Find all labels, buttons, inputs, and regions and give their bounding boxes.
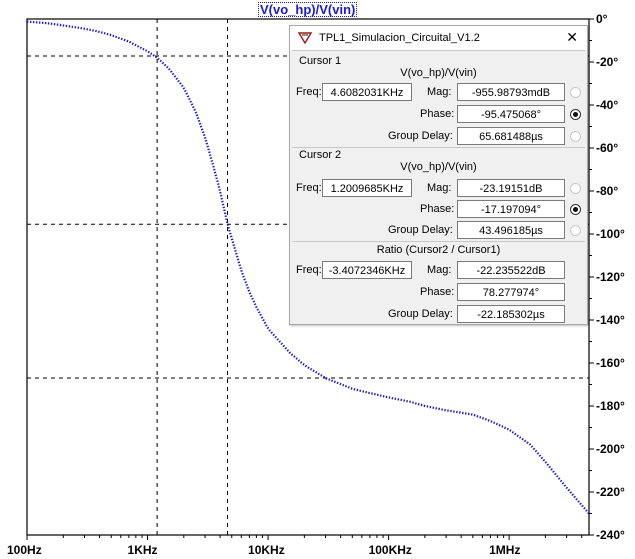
- y-tick-label: -220°: [596, 485, 625, 499]
- dialog-titlebar[interactable]: TPL1_Simulacion_Circuital_V1.2 ✕: [290, 26, 587, 50]
- cursor1-freq-label: Freq:: [296, 86, 322, 98]
- cursor2-mag-field[interactable]: -23.19151dB: [457, 179, 565, 197]
- phase-trace-line: [26, 20, 590, 515]
- cursor1-mag-label: Mag:: [427, 86, 452, 98]
- ratio-header: Ratio (Cursor2 / Cursor1): [376, 244, 501, 256]
- ratio-freq-field[interactable]: -3.4072346KHz: [322, 261, 412, 279]
- cursor1-gd-label: Group Delay:: [388, 130, 453, 142]
- x-tick-label: 1MHz: [489, 543, 521, 557]
- cursor1-phase-label: Phase:: [420, 108, 455, 120]
- y-tick-label: -100°: [596, 227, 625, 241]
- cursor1-phase-radio[interactable]: [570, 109, 581, 120]
- cursor2-group-delay-field[interactable]: 43.496185µs: [457, 221, 565, 239]
- x-tick-label: 100KHz: [368, 543, 412, 557]
- ratio-group-delay-field[interactable]: -22.185302µs: [457, 305, 565, 323]
- ratio-mag-field[interactable]: -22.235522dB: [457, 261, 565, 279]
- ratio-mag-label: Mag:: [427, 264, 452, 276]
- dialog-title: TPL1_Simulacion_Circuital_V1.2: [319, 32, 480, 44]
- cursor2-phase-radio[interactable]: [570, 204, 581, 215]
- y-tick-label: -140°: [596, 313, 625, 327]
- y-tick-label: -240°: [596, 528, 625, 542]
- close-icon[interactable]: ✕: [566, 29, 578, 45]
- ratio-freq-label: Freq:: [296, 264, 322, 276]
- cursor2-expression: V(vo_hp)/V(vin): [400, 161, 477, 173]
- cursor-dialog[interactable]: TPL1_Simulacion_Circuital_V1.2 ✕ Cursor …: [289, 25, 588, 325]
- cursor1-mag-field[interactable]: -955.98793mdB: [457, 83, 565, 101]
- cursor1-group-delay-field[interactable]: 65.681488µs: [457, 127, 565, 145]
- cursor2-phase-field[interactable]: -17.197094°: [457, 200, 565, 218]
- cursor2-gd-radio[interactable]: [570, 225, 581, 236]
- cursor2-freq-field[interactable]: 1.2009685KHz: [322, 179, 412, 197]
- y-tick-label: -180°: [596, 399, 625, 413]
- y-tick-label: -40°: [596, 98, 619, 112]
- cursor2-mag-radio[interactable]: [570, 183, 581, 194]
- y-tick-label: -200°: [596, 442, 625, 456]
- cursor2-phase-label: Phase:: [420, 203, 455, 215]
- cursor1-gd-radio[interactable]: [570, 131, 581, 142]
- x-tick-label: 100Hz: [7, 543, 42, 557]
- ratio-gd-label: Group Delay:: [388, 308, 453, 320]
- y-tick-label: -20°: [596, 55, 619, 69]
- x-tick-label: 1KHz: [127, 543, 158, 557]
- y-tick-label: -120°: [596, 270, 625, 284]
- app-icon: [298, 32, 312, 45]
- cursor1-expression: V(vo_hp)/V(vin): [400, 67, 477, 79]
- y-tick-label: -60°: [596, 141, 619, 155]
- cursor1-phase-field[interactable]: -95.475068°: [457, 105, 565, 123]
- cursor2-gd-label: Group Delay:: [388, 224, 453, 236]
- cursor2-mag-label: Mag:: [427, 182, 452, 194]
- cursor1-header: Cursor 1: [299, 55, 342, 67]
- y-tick-label: -160°: [596, 356, 625, 370]
- trace-title[interactable]: V(vo_hp)/V(vin): [258, 2, 358, 17]
- ratio-phase-field[interactable]: 78.277974°: [457, 283, 565, 301]
- x-tick-label: 10KHz: [248, 543, 285, 557]
- cursor1-mag-radio[interactable]: [570, 87, 581, 98]
- cursor2-freq-label: Freq:: [296, 182, 322, 194]
- ratio-phase-label: Phase:: [420, 286, 455, 298]
- cursor2-header: Cursor 2: [299, 149, 342, 161]
- y-tick-label: -80°: [596, 184, 619, 198]
- cursor1-freq-field[interactable]: 4.6082031KHz: [322, 83, 412, 101]
- y-tick-label: 0°: [596, 12, 608, 26]
